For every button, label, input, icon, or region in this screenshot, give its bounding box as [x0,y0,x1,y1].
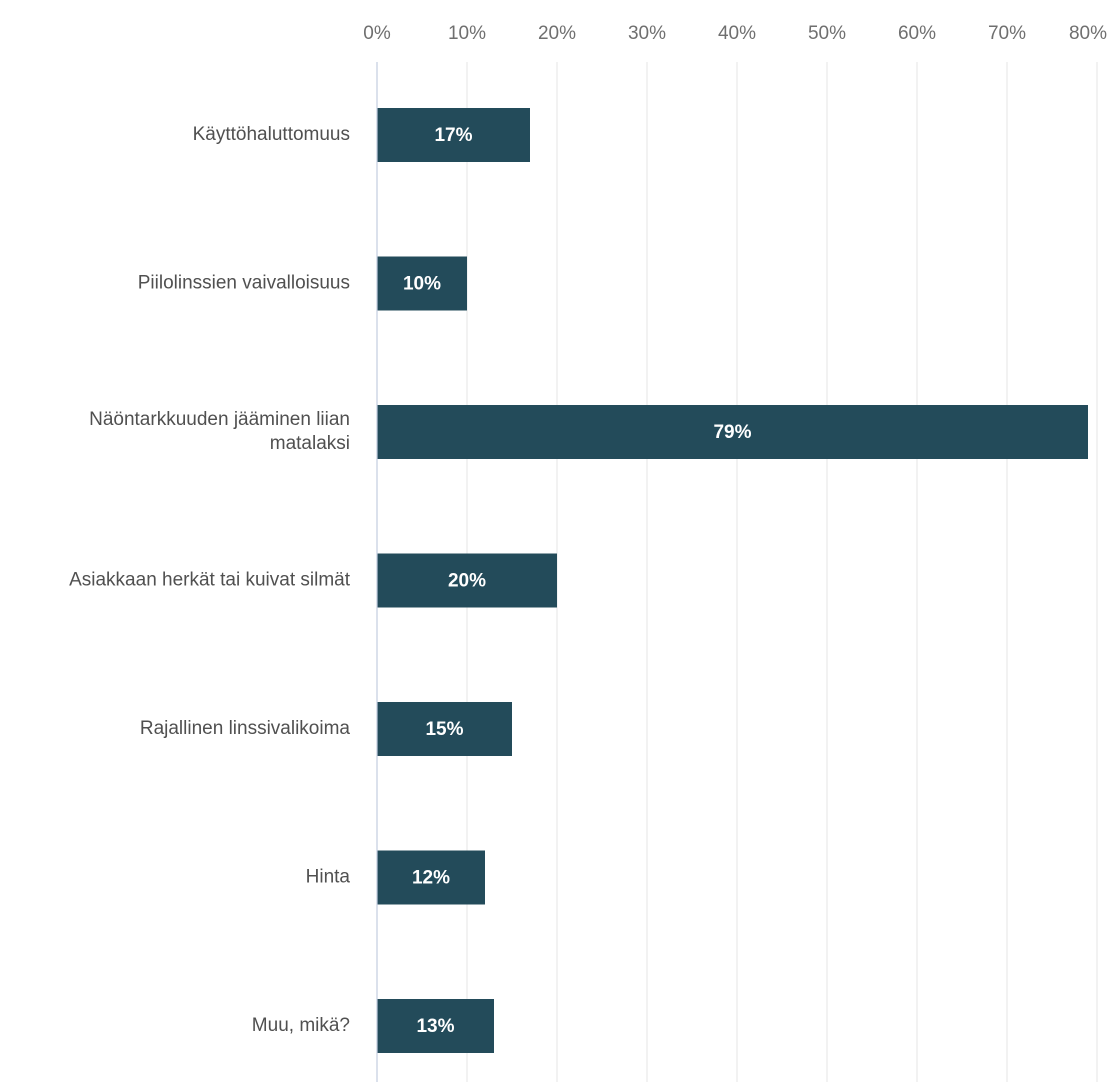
bar [377,108,530,162]
gridlines [466,62,1098,1082]
bar [377,256,467,311]
bar-value-label: 15% [425,719,463,740]
bar-value-label: 10% [403,274,441,295]
category-label: Asiakkaan herkät tai kuivat silmät [69,570,351,591]
category-label-line: Muu, mikä? [252,1015,350,1036]
bar [377,405,1088,459]
bar [377,850,485,905]
bars: 17% 10% 79% 20% 15% 12% 13% [377,108,1088,1053]
category-label-line: Asiakkaan herkät tai kuivat silmät [69,570,351,591]
x-tick-label: 0% [363,23,391,44]
bar-value-label: 12% [412,868,450,889]
x-tick-label: 80% [1069,23,1107,44]
category-label: Näöntarkkuuden jääminen liian matalaksi [89,409,350,454]
bar [377,702,512,756]
category-label: Hinta [306,867,351,888]
category-label-line: Rajallinen linssivalikoima [140,718,351,739]
x-tick-label: 50% [808,23,846,44]
x-axis-ticks: 0% 10% 20% 30% 40% 50% 60% 70% 80% [363,23,1107,44]
bar [377,999,494,1053]
x-tick-label: 40% [718,23,756,44]
category-label-line: Hinta [306,867,351,888]
category-label-line: Piilolinssien vaivalloisuus [138,273,350,294]
category-label-line: Näöntarkkuuden jääminen liian [89,409,350,430]
category-label-line: matalaksi [270,433,350,454]
bar-value-label: 13% [416,1016,454,1037]
category-label: Käyttöhaluttomuus [193,124,350,145]
x-tick-label: 10% [448,23,486,44]
x-tick-label: 20% [538,23,576,44]
category-label-line: Käyttöhaluttomuus [193,124,350,145]
bar-value-label: 79% [713,422,751,443]
bar-value-label: 17% [434,125,472,146]
x-tick-label: 60% [898,23,936,44]
category-label: Rajallinen linssivalikoima [140,718,351,739]
bar-value-label: 20% [448,571,486,592]
category-label: Muu, mikä? [252,1015,350,1036]
bar [377,553,557,608]
x-tick-label: 30% [628,23,666,44]
x-tick-label: 70% [988,23,1026,44]
category-labels: Käyttöhaluttomuus Piilolinssien vaivalloi… [69,124,351,1036]
category-label: Piilolinssien vaivalloisuus [138,273,350,294]
